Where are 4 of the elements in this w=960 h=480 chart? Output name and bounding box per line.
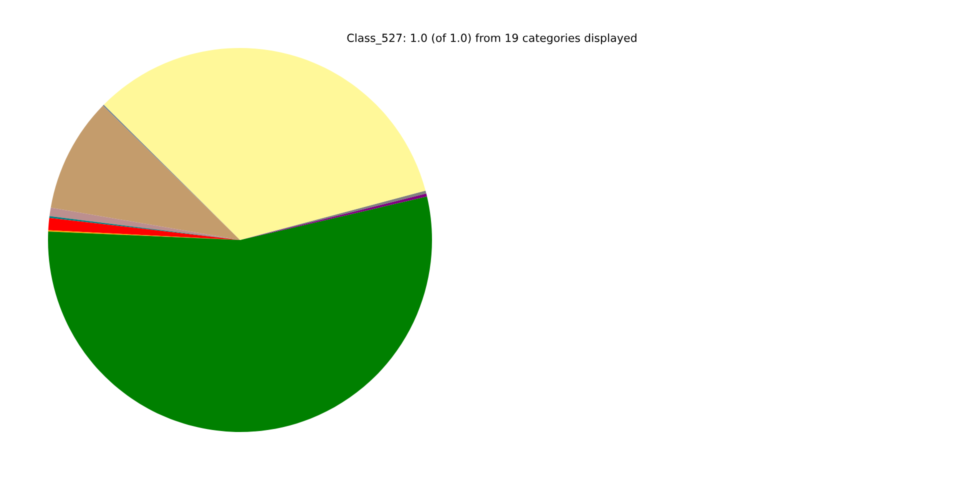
text: Class_527: 1.0 (of 1.0) from 19 categories displayed	[347, 33, 636, 45]
pie-slice	[50, 106, 240, 240]
pie-slice	[49, 208, 240, 240]
pie-slice	[104, 48, 426, 240]
